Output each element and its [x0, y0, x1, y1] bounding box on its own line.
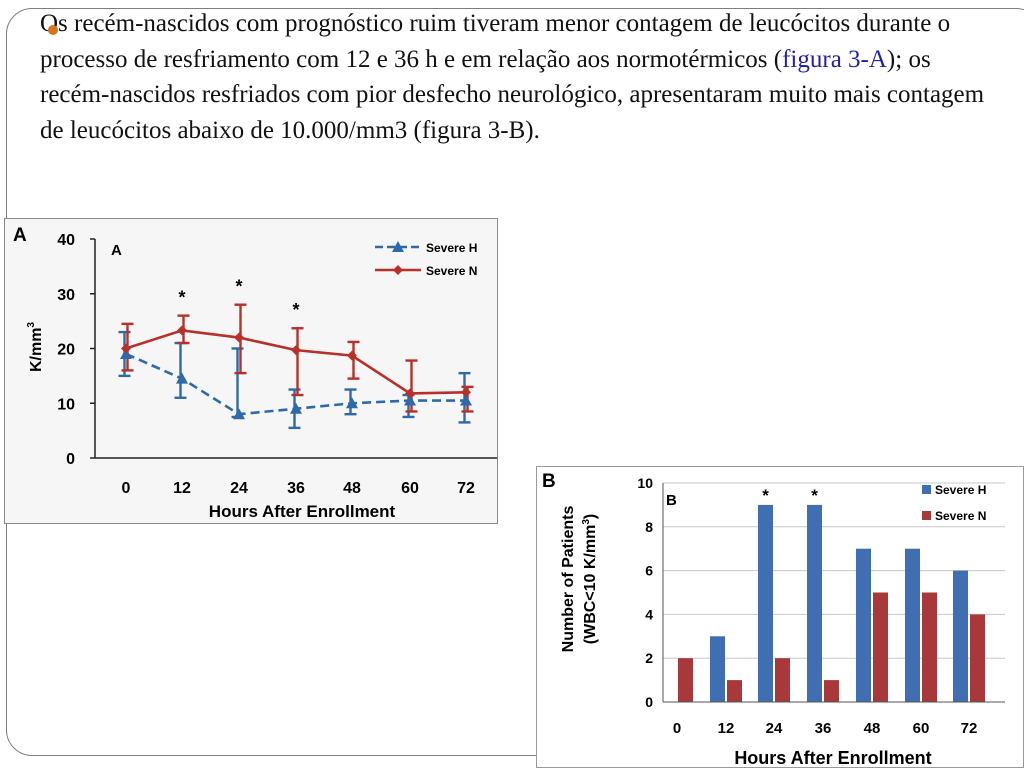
figure-3a-link[interactable]: figura 3-A: [782, 45, 887, 73]
bar-severe-h: [856, 548, 871, 702]
bar-severe-h: [710, 636, 725, 702]
legend-marker-severe-h: [392, 241, 404, 252]
bar-severe-n: [727, 680, 742, 702]
figure-3b: 0 2 4 6 8 10 0 12 24 36 48 60 72 Hours After Enrollme…: [536, 466, 1024, 768]
x-tick-label-b: 60: [913, 720, 930, 737]
x-tick-label-b: 12: [718, 720, 735, 737]
bar-severe-h: [758, 504, 773, 702]
data-point-severe-n: [291, 345, 301, 356]
x-tick-label-a: 48: [343, 480, 361, 497]
significance-star-b: *: [811, 486, 818, 505]
legend-swatch-severe-h: [922, 485, 931, 494]
legend-label-severe-n: Severe N: [426, 264, 477, 278]
y-axis-title-a: K/mm3: [26, 322, 45, 372]
y-axis-title-close-paren-b: ): [582, 514, 599, 519]
y-tick-label-a: 30: [57, 287, 75, 304]
x-tick-label-a: 12: [173, 480, 191, 497]
legend-label-severe-n: Severe N: [935, 509, 986, 523]
legend-label-severe-h: Severe H: [426, 241, 477, 255]
data-point-severe-h: [346, 397, 358, 409]
y-tick-label-a: 0: [66, 451, 75, 468]
legend-swatch-severe-n: [922, 511, 931, 520]
y-tick-label-b: 8: [645, 519, 653, 535]
y-tick-label-b: 6: [645, 563, 653, 579]
panel-letter-b: B: [542, 471, 556, 492]
y-axis-title-superscript-b: 3: [581, 519, 592, 525]
x-axis-title-a: Hours After Enrollment: [209, 502, 396, 521]
data-point-severe-h: [404, 394, 416, 406]
data-point-severe-n: [347, 350, 357, 361]
significance-star-a: *: [292, 300, 299, 320]
y-axis-title-superscript-a: 3: [26, 322, 37, 328]
bar-severe-n: [922, 592, 937, 702]
x-tick-label-a: 60: [401, 480, 419, 497]
y-tick-label-a: 40: [57, 232, 75, 249]
legend-marker-severe-n: [393, 265, 403, 275]
data-point-severe-n: [177, 325, 187, 336]
bar-severe-n: [678, 658, 693, 702]
bar-severe-h: [905, 548, 920, 702]
chart-a-svg: A A 0 10 20 30 40 0 12 24 36 48 60 72 Hours After Enro…: [13, 225, 497, 521]
data-point-severe-h: [176, 372, 188, 384]
bar-severe-n: [970, 614, 985, 702]
figure-3a: A A 0 10 20 30 40 0 12 24 36 48 60 72 Hours After Enro…: [4, 218, 498, 524]
inner-label-a: A: [111, 242, 122, 259]
y-tick-label-b: 10: [637, 475, 653, 491]
y-tick-label-b: 4: [645, 606, 653, 622]
data-point-severe-n: [121, 343, 131, 354]
significance-star-a: *: [178, 288, 185, 308]
panel-letter-a: A: [13, 225, 27, 246]
bar-severe-n: [873, 592, 888, 702]
y-tick-label-b: 2: [645, 650, 653, 666]
legend-label-severe-h: Severe H: [935, 483, 986, 497]
x-tick-label-a: 0: [122, 480, 131, 497]
x-tick-label-a: 72: [457, 480, 475, 497]
bar-severe-h: [953, 570, 968, 702]
x-tick-label-a: 24: [230, 480, 248, 497]
bullet-paragraph: Os recém-nascidos com prognóstico ruim t…: [40, 6, 1000, 148]
bar-severe-n: [775, 658, 790, 702]
y-axis-title-b-line2: (WBC<10 K/mm3): [581, 514, 599, 644]
significance-star-a: *: [235, 277, 242, 297]
y-tick-label-b: 0: [645, 694, 653, 710]
data-point-severe-h: [290, 402, 302, 414]
bullet-text-before: Os recém-nascidos com prognóstico ruim t…: [40, 10, 951, 73]
data-point-severe-n: [405, 388, 415, 399]
x-tick-label-b: 36: [815, 720, 832, 737]
bar-severe-n: [824, 680, 839, 702]
series-line-severe-n: [125, 329, 467, 395]
x-tick-label-b: 24: [766, 720, 783, 737]
bullet-text-after: ); os recém-nascidos resfriados com pior…: [40, 45, 985, 144]
x-axis-title-b: Hours After Enrollment: [734, 748, 931, 768]
inner-label-b: B: [666, 492, 677, 509]
x-tick-label-b: 48: [864, 720, 881, 737]
data-point-severe-h: [233, 408, 245, 420]
data-point-severe-h: [460, 394, 472, 406]
x-tick-label-b: 72: [961, 720, 978, 737]
y-axis-title-b-line1: Number of Patients: [560, 506, 577, 653]
x-tick-label-b: 0: [673, 720, 681, 737]
bar-severe-h: [807, 504, 822, 702]
y-tick-label-a: 20: [57, 342, 75, 359]
significance-star-b: *: [762, 486, 769, 505]
data-point-severe-n: [461, 387, 471, 398]
y-tick-label-a: 10: [57, 396, 75, 413]
x-tick-label-a: 36: [287, 480, 305, 497]
bullet-dot: [48, 25, 58, 35]
data-point-severe-n: [234, 332, 244, 343]
